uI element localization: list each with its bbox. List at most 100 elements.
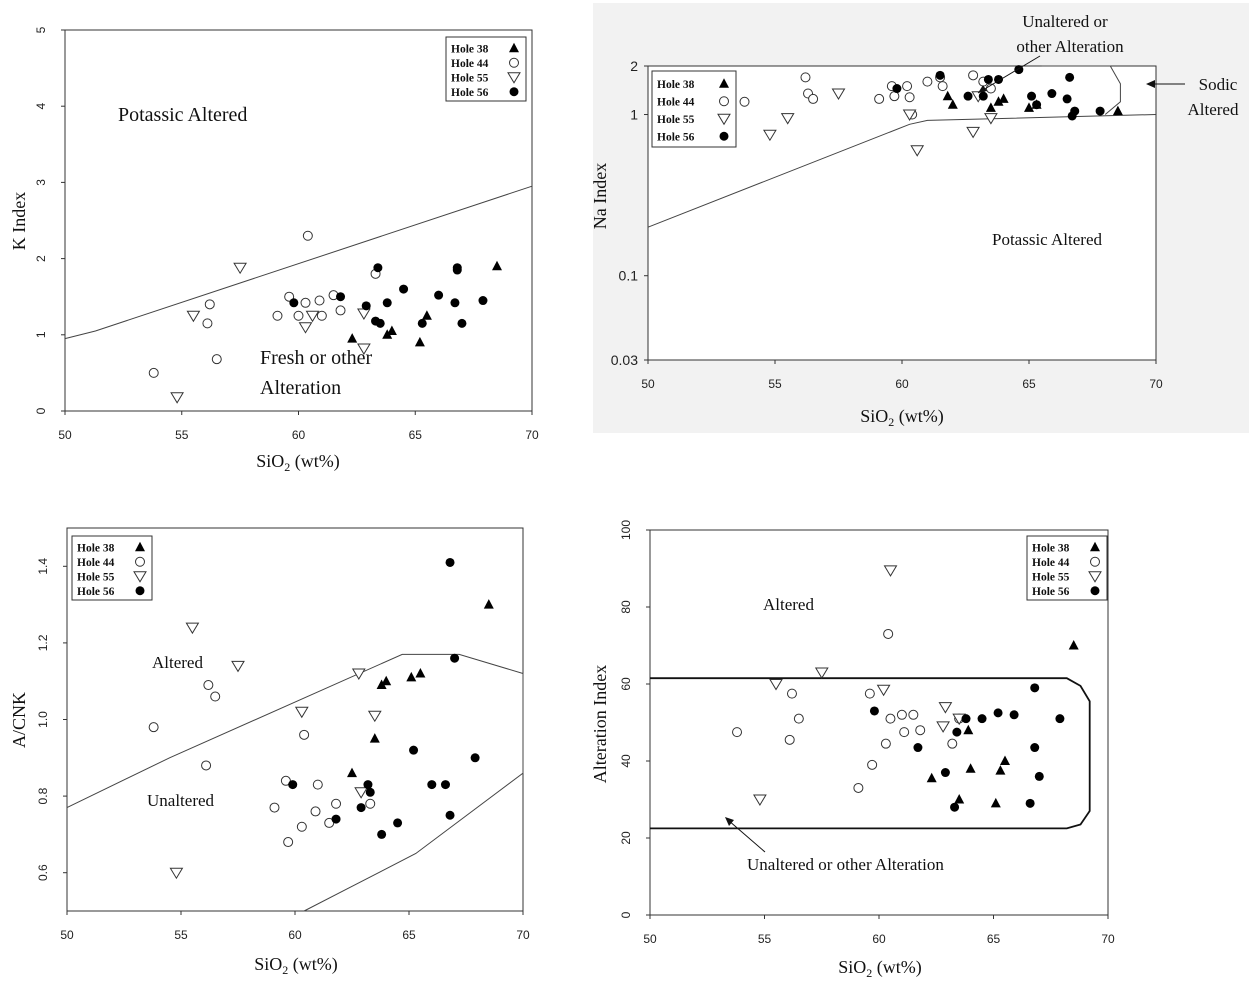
data-point-hole-44: [922, 76, 933, 87]
legend-marker-icon: [509, 57, 519, 68]
y-tick-label: 1: [630, 107, 638, 123]
region-label-sodic-altered: Altered: [1188, 100, 1239, 119]
data-point-hole-55: [170, 392, 184, 404]
legend-label: Hole 44: [1032, 557, 1070, 569]
data-point-hole-44: [947, 738, 958, 749]
data-point-hole-56: [393, 818, 403, 828]
x-tick-label: 70: [516, 928, 530, 942]
legend-marker-icon: [1090, 586, 1100, 596]
legend-marker-icon: [135, 556, 145, 567]
data-point-hole-56: [892, 84, 902, 94]
data-point-hole-56: [913, 743, 923, 753]
data-points: [739, 65, 1123, 157]
data-point-hole-56: [1034, 771, 1044, 781]
x-axis-label: SiO2 (wt%): [254, 954, 338, 977]
data-point-hole-38: [963, 724, 974, 735]
data-point-hole-56: [983, 74, 993, 84]
data-point-hole-56: [288, 780, 298, 790]
x-tick-label: 60: [292, 428, 306, 442]
legend: Hole 38 Hole 44 Hole 55 Hole 56: [651, 70, 737, 148]
data-point-hole-44: [312, 779, 323, 790]
data-points: [148, 557, 494, 880]
x-tick-label: 70: [1149, 377, 1163, 391]
data-point-hole-44: [204, 299, 215, 310]
data-point-hole-56: [935, 70, 945, 80]
boundary-line: [650, 677, 1091, 830]
field-boundary: [647, 114, 1157, 228]
y-tick-label: 0: [619, 911, 633, 918]
data-point-hole-56: [399, 284, 409, 294]
legend: Hole 38 Hole 44 Hole 55 Hole 56: [445, 36, 527, 102]
data-point-hole-38: [1112, 105, 1123, 116]
legend-label: Hole 38: [1032, 542, 1070, 554]
legend: Hole 38 Hole 44 Hole 55 Hole 56: [1026, 535, 1108, 601]
data-point-hole-38: [483, 599, 494, 609]
data-point-hole-44: [915, 725, 926, 736]
data-point-hole-44: [800, 72, 811, 83]
legend-label: Hole 56: [77, 586, 115, 598]
data-point-hole-56: [365, 787, 375, 797]
y-tick-label: 20: [619, 831, 633, 845]
data-point-hole-38: [993, 96, 1004, 106]
field-boundary: [64, 185, 533, 340]
x-tick-label: 60: [872, 932, 886, 946]
x-tick-label: 50: [641, 377, 655, 391]
data-point-hole-56: [452, 265, 462, 275]
data-point-hole-44: [202, 318, 213, 329]
data-point-hole-56: [427, 780, 437, 790]
y-tick-label: 60: [619, 677, 633, 691]
data-point-hole-44: [293, 310, 304, 321]
data-point-hole-56: [373, 263, 383, 273]
y-tick-label: 100: [619, 520, 633, 540]
data-point-hole-56: [1065, 72, 1075, 82]
data-point-hole-38: [421, 310, 432, 320]
tick-group: 50 55 60 65 70 0 20 40 60 80 100: [619, 520, 1115, 946]
legend-label: Hole 55: [77, 571, 115, 583]
data-point-hole-44: [314, 295, 325, 306]
data-point-hole-44: [335, 305, 346, 316]
data-point-hole-44: [299, 729, 310, 740]
data-point-hole-38: [998, 93, 1009, 103]
data-point-hole-44: [880, 738, 891, 749]
x-tick-label: 55: [175, 428, 189, 442]
y-tick-label: 2: [630, 58, 638, 74]
data-point-hole-44: [904, 92, 915, 103]
data-point-hole-44: [784, 734, 795, 745]
data-point-hole-38: [926, 772, 937, 783]
legend-label: Hole 38: [657, 79, 695, 91]
data-point-hole-56: [869, 706, 879, 716]
y-axis-label: Alteration Index: [590, 665, 610, 783]
data-point-hole-44: [889, 91, 900, 102]
data-point-hole-44: [284, 291, 295, 302]
data-point-hole-56: [363, 780, 373, 790]
data-point-hole-55: [233, 262, 247, 275]
panel-acnk: 50 55 60 65 70 0.6 0.8 1.0 1.2 1.4 Altered Unalte…: [9, 527, 530, 977]
data-point-hole-55: [984, 113, 998, 125]
region-label-fresh-line2: Alteration: [260, 377, 341, 399]
data-point-hole-38: [947, 99, 958, 109]
region-label-sodic: Sodic: [1199, 75, 1238, 94]
data-point-hole-44: [316, 310, 327, 321]
region-label-unaltered-line2: other Alteration: [1016, 37, 1124, 56]
tick-group: 50 55 60 65 70 0.6 0.8 1.0 1.2 1.4: [36, 558, 530, 942]
data-point-hole-56: [963, 91, 973, 101]
boundary-line: [64, 185, 533, 340]
data-point-hole-38: [985, 102, 996, 112]
data-point-hole-56: [1070, 106, 1080, 116]
legend-label: Hole 55: [657, 114, 695, 126]
y-tick-label: 80: [619, 600, 633, 614]
y-tick-label: 0.03: [611, 352, 638, 368]
legend-marker-icon: [509, 42, 519, 53]
x-tick-label: 50: [58, 428, 72, 442]
data-point-hole-38: [1024, 102, 1034, 112]
data-point-hole-56: [977, 714, 987, 724]
data-point-hole-55: [367, 710, 382, 723]
data-point-hole-38: [965, 763, 976, 773]
data-point-hole-55: [763, 129, 777, 142]
x-tick-label: 60: [895, 377, 909, 391]
data-point-hole-56: [1047, 89, 1057, 99]
data-point-hole-38: [414, 336, 425, 347]
data-point-hole-55: [185, 622, 200, 635]
data-point-hole-55: [814, 667, 829, 679]
legend-label: Hole 55: [1032, 571, 1070, 583]
